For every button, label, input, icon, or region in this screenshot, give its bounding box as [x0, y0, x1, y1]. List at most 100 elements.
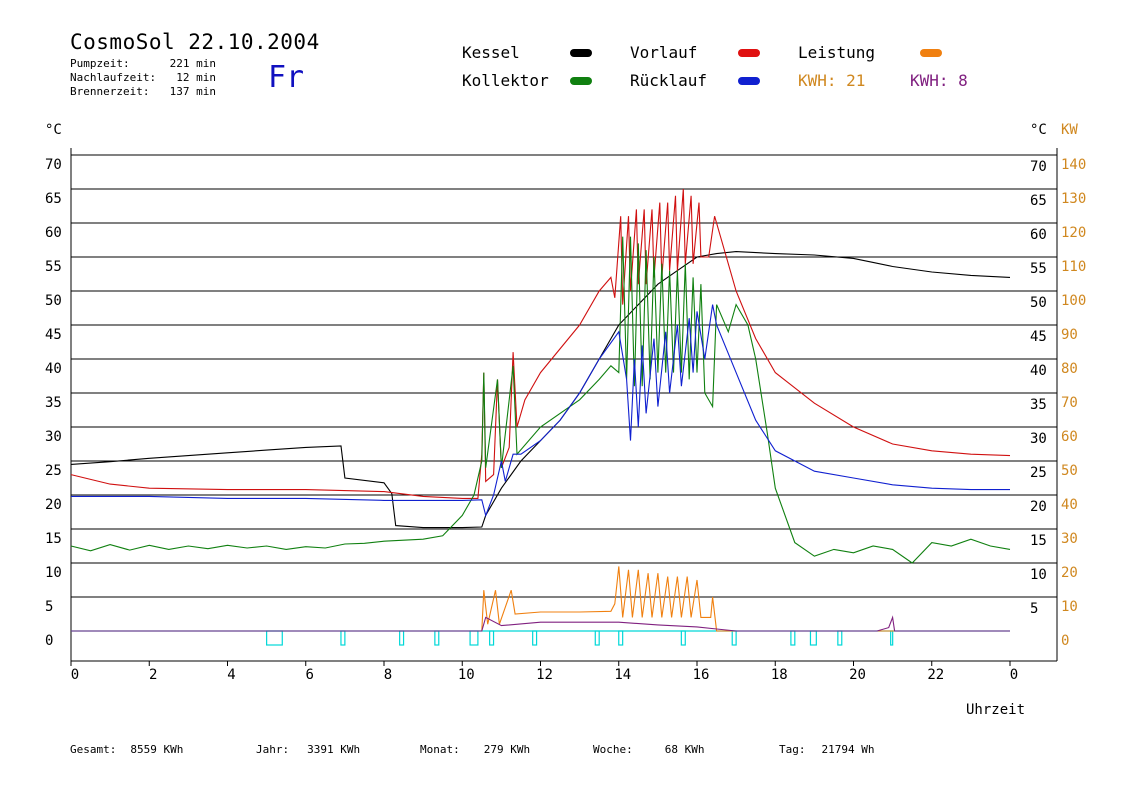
- y-tick-label: 5: [45, 599, 53, 615]
- y-tick-label: 35: [45, 395, 62, 411]
- y2-tick-label: 50: [1030, 295, 1047, 311]
- stat-value: 137 min: [169, 85, 216, 98]
- legend-leistung-swatch: [920, 49, 942, 57]
- footer-tag: Tag: 21794 Wh: [779, 743, 874, 756]
- pump-event-marker: [266, 630, 283, 646]
- legend-vorlauf-swatch: [738, 49, 760, 57]
- legend-vorlauf: Vorlauf: [630, 43, 698, 62]
- y-tick-label: 0: [45, 633, 53, 649]
- series-r-cklauf: [71, 304, 1010, 518]
- footer-jahr: Jahr: 3391 KWh: [256, 743, 360, 756]
- legend-kollektor: Kollektor: [462, 71, 549, 90]
- y2-tick-label: 5: [1030, 601, 1038, 617]
- legend-kwh2: KWH: 8: [910, 71, 968, 90]
- x-tick-label: 6: [306, 667, 314, 683]
- kw-tick-label: 20: [1061, 565, 1078, 581]
- stat-label: Brennerzeit:: [70, 85, 150, 98]
- y2-tick-label: 25: [1030, 465, 1047, 481]
- kw-tick-label: 50: [1061, 463, 1078, 479]
- series-kessel: [70, 251, 1011, 529]
- pump-event-marker: [489, 630, 495, 646]
- y2-tick-label: 40: [1030, 363, 1047, 379]
- footer-label: Woche:: [593, 743, 633, 756]
- kw-tick-label: 70: [1061, 395, 1078, 411]
- y-tick-label: 15: [45, 531, 62, 547]
- legend-leistung: Leistung: [798, 43, 876, 62]
- stat-brennerzeit: Brennerzeit: 137 min: [70, 85, 216, 98]
- legend-kessel-swatch: [570, 49, 592, 57]
- kw-tick-label: 100: [1061, 293, 1086, 309]
- y2-tick-label: 30: [1030, 431, 1047, 447]
- kw-axis-label: KW: [1061, 122, 1078, 138]
- kw-tick-label: 90: [1061, 327, 1078, 343]
- pump-event-marker: [434, 630, 440, 646]
- pump-event-marker: [399, 630, 405, 646]
- series-kwh-8: [71, 615, 1010, 632]
- footer-label: Tag:: [779, 743, 806, 756]
- x-tick-label: 2: [149, 667, 157, 683]
- pump-event-marker: [680, 630, 686, 646]
- pump-event-marker: [594, 630, 600, 646]
- stat-value: 12 min: [176, 71, 216, 84]
- y2-tick-label: 45: [1030, 329, 1047, 345]
- y2-axis-label: °C: [1030, 122, 1047, 138]
- footer-label: Jahr:: [256, 743, 290, 756]
- kw-tick-label: 0: [1061, 633, 1069, 649]
- footer-value: 21794 Wh: [821, 743, 875, 756]
- pump-event-marker: [837, 630, 843, 646]
- pump-event-marker: [469, 630, 479, 646]
- kw-tick-label: 110: [1061, 259, 1086, 275]
- stat-label: Nachlaufzeit:: [70, 71, 157, 84]
- y-tick-label: 50: [45, 293, 62, 309]
- footer-value: 8559 KWh: [130, 743, 184, 756]
- kw-tick-label: 10: [1061, 599, 1078, 615]
- kw-tick-label: 40: [1061, 497, 1078, 513]
- y2-tick-label: 20: [1030, 499, 1047, 515]
- pump-event-marker: [790, 630, 796, 646]
- series-kollektor: [70, 236, 1011, 564]
- y-tick-label: 20: [45, 497, 62, 513]
- kw-tick-label: 30: [1061, 531, 1078, 547]
- stat-pumpzeit: Pumpzeit: 221 min: [70, 57, 216, 70]
- y2-tick-label: 10: [1030, 567, 1047, 583]
- x-tick-label: 0: [71, 667, 79, 683]
- x-tick-label: 22: [927, 667, 944, 683]
- kw-tick-label: 140: [1061, 157, 1086, 173]
- x-tick-label: 4: [227, 667, 235, 683]
- x-tick-label: 12: [536, 667, 553, 683]
- footer-label: Gesamt:: [70, 743, 117, 756]
- y-tick-label: 45: [45, 327, 62, 343]
- weekday-label: Fr: [268, 60, 305, 95]
- y-axis-label-left: °C: [45, 122, 62, 138]
- x-tick-label: 16: [693, 667, 710, 683]
- footer-label: Monat:: [420, 743, 460, 756]
- pump-event-marker: [731, 630, 737, 646]
- pump-event-marker: [809, 630, 817, 646]
- y2-tick-label: 65: [1030, 193, 1047, 209]
- x-axis-label: Uhrzeit: [966, 702, 1025, 718]
- y2-tick-label: 70: [1030, 159, 1047, 175]
- stat-value: 221 min: [169, 57, 216, 70]
- footer-value: 279 KWh: [483, 743, 531, 756]
- footer-gesamt: Gesamt: 8559 KWh: [70, 743, 183, 756]
- x-tick-label: 8: [384, 667, 392, 683]
- y-tick-label: 25: [45, 463, 62, 479]
- x-tick-label: 20: [849, 667, 866, 683]
- legend-ruecklauf-swatch: [738, 77, 760, 85]
- legend-ruecklauf: Rücklauf: [630, 71, 708, 90]
- y-tick-label: 40: [45, 361, 62, 377]
- x-tick-label: 0: [1010, 667, 1018, 683]
- y-tick-label: 70: [45, 157, 62, 173]
- pump-event-marker: [618, 630, 624, 646]
- page-title: CosmoSol 22.10.2004: [70, 30, 320, 54]
- y2-tick-label: 55: [1030, 261, 1047, 277]
- x-tick-label: 10: [458, 667, 475, 683]
- footer-value: 68 KWh: [664, 743, 705, 756]
- x-tick-label: 18: [771, 667, 788, 683]
- footer-woche: Woche: 68 KWh: [593, 743, 705, 756]
- footer-monat: Monat: 279 KWh: [420, 743, 530, 756]
- kw-tick-label: 80: [1061, 361, 1078, 377]
- pump-event-marker: [890, 630, 894, 646]
- y-tick-label: 65: [45, 191, 62, 207]
